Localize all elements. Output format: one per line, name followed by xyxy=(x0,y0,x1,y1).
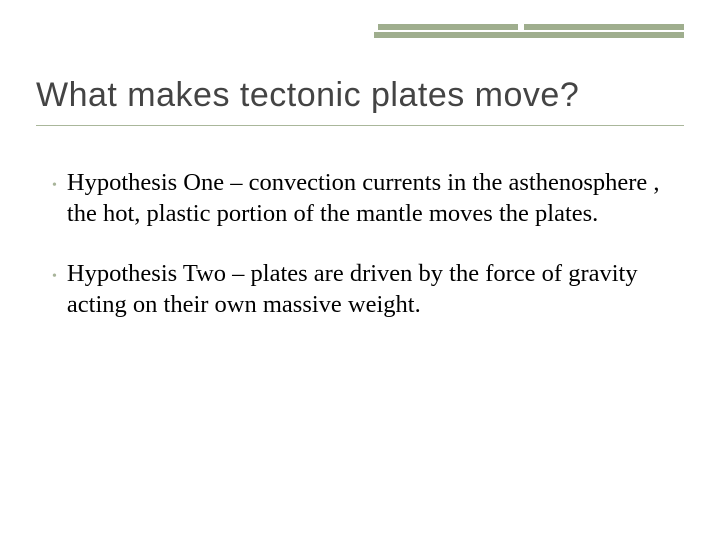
bullet-text: Hypothesis Two – plates are driven by th… xyxy=(67,259,672,320)
bullet-text: Hypothesis One – convection currents in … xyxy=(67,168,672,229)
bullet-icon: • xyxy=(52,261,57,293)
decorative-bars xyxy=(374,24,684,40)
bullet-item: • Hypothesis Two – plates are driven by … xyxy=(52,259,672,320)
slide-title: What makes tectonic plates move? xyxy=(36,76,684,115)
bullet-icon: • xyxy=(52,170,57,202)
body-content: • Hypothesis One – convection currents i… xyxy=(52,168,672,351)
bar-segment xyxy=(374,32,684,38)
title-block: What makes tectonic plates move? xyxy=(36,76,684,126)
bar-segment xyxy=(378,24,518,30)
bar-segment xyxy=(524,24,684,30)
slide: What makes tectonic plates move? • Hypot… xyxy=(0,0,720,540)
bar-row-1 xyxy=(378,24,684,30)
bar-row-2 xyxy=(374,32,684,38)
bullet-item: • Hypothesis One – convection currents i… xyxy=(52,168,672,229)
title-underline xyxy=(36,125,684,126)
